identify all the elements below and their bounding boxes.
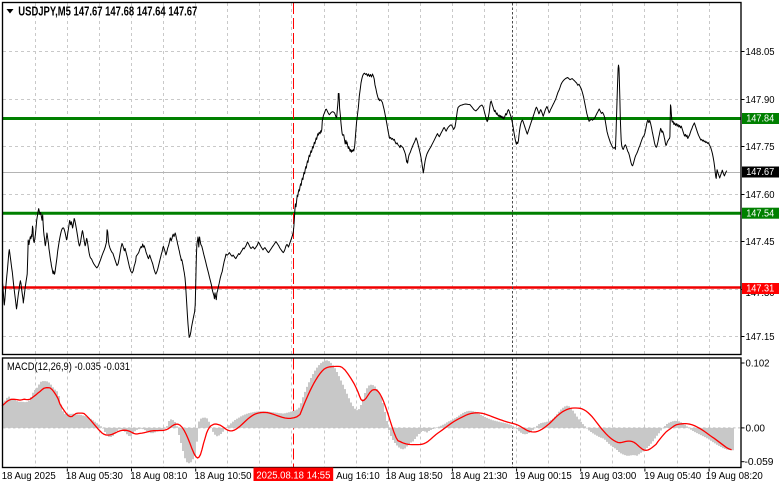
svg-text:148.05: 148.05: [746, 47, 775, 58]
svg-text:147.60: 147.60: [746, 190, 775, 201]
svg-text:USDJPY,M5 147.67 147.68 147.6: USDJPY,M5 147.67 147.68 147.64 147.67: [18, 5, 197, 19]
svg-text:147.45: 147.45: [746, 237, 775, 248]
svg-text:18 Aug 2025: 18 Aug 2025: [2, 471, 56, 482]
svg-text:147.54: 147.54: [746, 208, 774, 219]
svg-text:18 Aug 10:50: 18 Aug 10:50: [195, 471, 252, 482]
svg-text:19 Aug 05:40: 19 Aug 05:40: [644, 471, 701, 482]
svg-text:19 Aug 00:15: 19 Aug 00:15: [515, 471, 572, 482]
svg-text:18 Aug 21:30: 18 Aug 21:30: [450, 471, 507, 482]
svg-text:19 Aug 03:00: 19 Aug 03:00: [579, 471, 636, 482]
svg-text:2025.08.18 14:55: 2025.08.18 14:55: [256, 471, 330, 482]
svg-text:0.00: 0.00: [746, 423, 766, 434]
svg-text:Aug 16:10: Aug 16:10: [336, 471, 380, 482]
svg-text:18 Aug 05:30: 18 Aug 05:30: [66, 471, 123, 482]
svg-text:19 Aug 08:20: 19 Aug 08:20: [706, 471, 763, 482]
svg-text:147.67: 147.67: [746, 167, 774, 178]
svg-text:0.102: 0.102: [746, 359, 770, 370]
svg-text:147.90: 147.90: [746, 95, 775, 106]
svg-text:147.15: 147.15: [746, 332, 775, 343]
svg-text:147.84: 147.84: [746, 114, 774, 125]
svg-text:MACD(12,26,9) -0.035 -0.031: MACD(12,26,9) -0.035 -0.031: [7, 361, 130, 373]
svg-text:147.31: 147.31: [746, 284, 774, 295]
svg-text:-0.059: -0.059: [745, 457, 774, 468]
svg-text:147.75: 147.75: [746, 142, 775, 153]
svg-text:18 Aug 18:50: 18 Aug 18:50: [386, 471, 443, 482]
svg-text:18 Aug 08:10: 18 Aug 08:10: [130, 471, 187, 482]
